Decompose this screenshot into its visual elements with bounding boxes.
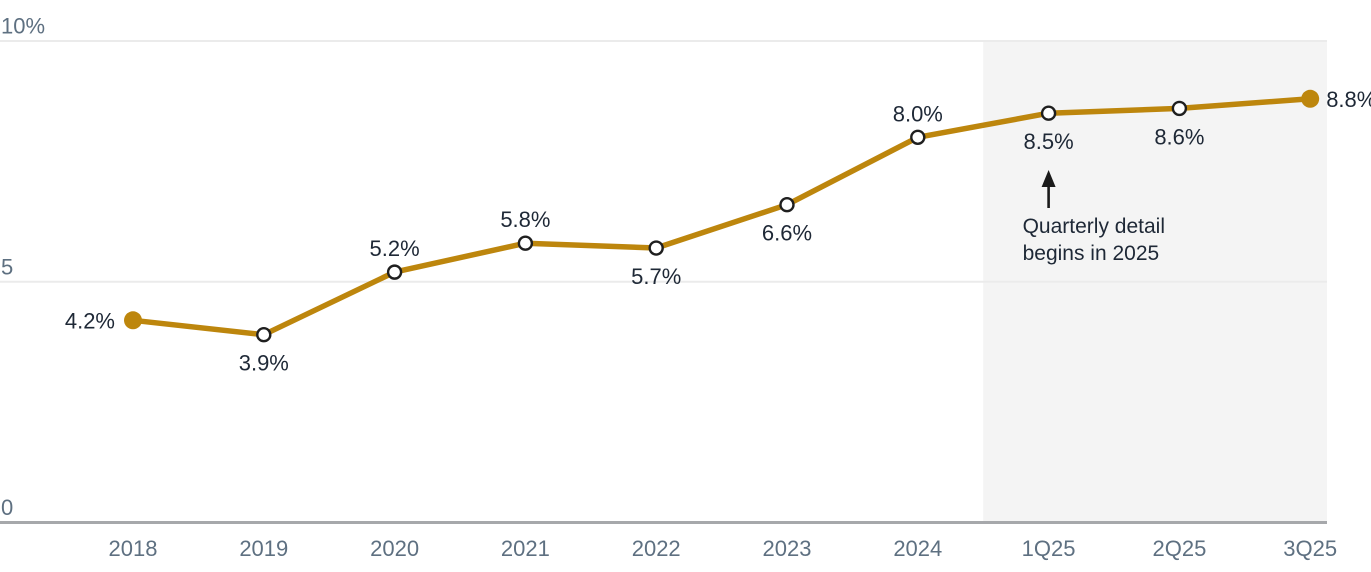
- y-axis-tick-label: 10%: [1, 14, 45, 39]
- data-label-2023: 6.6%: [762, 221, 812, 246]
- data-label-2018: 4.2%: [65, 308, 115, 333]
- x-axis-tick-label-2024: 2024: [893, 536, 942, 561]
- x-axis-tick-label-2021: 2021: [501, 536, 550, 561]
- x-axis-tick-label-2q25: 2Q25: [1152, 536, 1206, 561]
- data-point-2018[interactable]: [124, 311, 142, 330]
- data-point-2021[interactable]: [517, 235, 534, 251]
- x-axis-tick-label-2018: 2018: [109, 536, 158, 561]
- data-label-2024: 8.0%: [893, 101, 943, 126]
- data-point-2019[interactable]: [256, 327, 272, 343]
- x-axis-tick-label-3q25: 3Q25: [1283, 536, 1337, 561]
- x-axis-tick-label-1q25: 1Q25: [1022, 536, 1076, 561]
- data-point-3q25[interactable]: [1301, 89, 1320, 108]
- data-point-2q25[interactable]: [1171, 100, 1188, 117]
- data-label-2q25: 8.6%: [1154, 124, 1204, 149]
- data-point-2023[interactable]: [779, 197, 795, 213]
- data-point-2024[interactable]: [910, 129, 926, 146]
- x-axis-tick-label-2023: 2023: [763, 536, 812, 561]
- data-point-1q25[interactable]: [1040, 105, 1057, 121]
- data-label-2021: 5.8%: [500, 207, 550, 232]
- x-axis-tick-label-2019: 2019: [239, 536, 288, 561]
- x-axis-tick-label-2022: 2022: [632, 536, 681, 561]
- annotation-line-2: begins in 2025: [1023, 242, 1160, 265]
- data-label-2020: 5.2%: [370, 236, 420, 261]
- up-arrow-icon: [1041, 170, 1056, 187]
- annotation-line-1: Quarterly detail: [1023, 215, 1165, 238]
- x-axis-tick-label-2020: 2020: [370, 536, 419, 561]
- trend-line: [130, 96, 1313, 338]
- data-label-2019: 3.9%: [239, 351, 289, 376]
- data-point-2020[interactable]: [386, 264, 403, 280]
- data-label-1q25: 8.5%: [1024, 129, 1074, 154]
- data-point-2022[interactable]: [648, 240, 664, 256]
- data-label-3q25: 8.8%: [1326, 87, 1371, 112]
- y-axis-tick-label: 0: [1, 495, 13, 520]
- data-label-2022: 5.7%: [631, 264, 681, 289]
- y-axis-tick-label: 5: [1, 254, 13, 279]
